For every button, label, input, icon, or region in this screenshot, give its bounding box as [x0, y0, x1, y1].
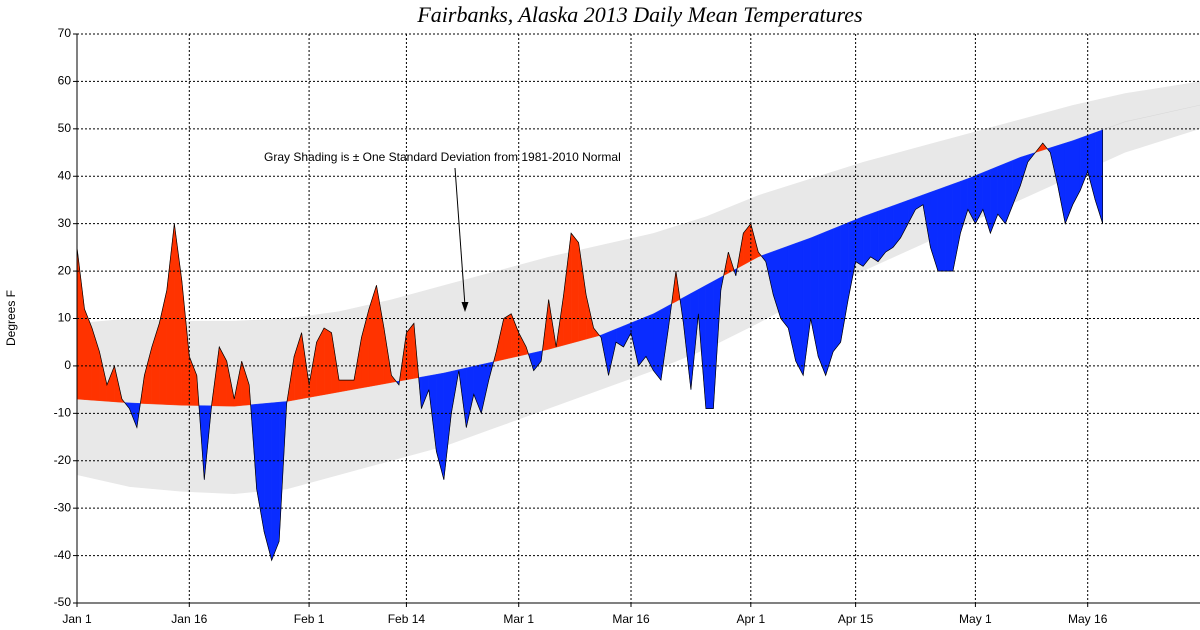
anomaly-fill: [166, 223, 175, 406]
chart-title: Fairbanks, Alaska 2013 Daily Mean Temper…: [416, 2, 862, 27]
y-tick-label: -20: [54, 453, 72, 467]
anomaly-fill: [1080, 134, 1088, 191]
y-tick-label: 60: [58, 74, 72, 88]
y-tick-label: 0: [64, 358, 71, 372]
annotation-arrowhead: [461, 302, 469, 312]
x-tick-label: May 16: [1068, 612, 1108, 626]
y-tick-label: -30: [54, 500, 72, 514]
anomaly-fill: [937, 186, 946, 272]
anomaly-fill: [952, 181, 961, 272]
x-tick-label: Apr 15: [838, 612, 874, 626]
x-tick-label: Mar 1: [503, 612, 534, 626]
x-tick-label: Apr 1: [736, 612, 765, 626]
x-tick-label: Mar 16: [612, 612, 650, 626]
y-tick-label: 70: [58, 26, 72, 40]
anomaly-fill: [705, 280, 714, 409]
anomaly-fill: [1094, 129, 1103, 224]
anomaly-fill: [346, 379, 355, 391]
x-tick-label: May 1: [959, 612, 992, 626]
anomaly-fill: [368, 285, 377, 387]
y-tick-label: -50: [54, 595, 72, 609]
x-tick-label: Feb 1: [294, 612, 325, 626]
anomaly-fill: [1065, 140, 1073, 224]
anomaly-fill: [323, 327, 332, 395]
band-layer: [76, 81, 1200, 494]
anomaly-fill: [338, 379, 347, 393]
anomaly-fill: [1057, 142, 1066, 224]
anomaly-fill: [780, 245, 789, 329]
y-tick-label: 40: [58, 168, 72, 182]
anomaly-fill: [76, 247, 85, 400]
anomaly-fill: [825, 228, 834, 376]
anomaly-fill: [570, 232, 579, 344]
anomaly-fill: [803, 237, 811, 376]
anomaly-fill: [847, 219, 856, 300]
temperature-line: [76, 142, 1104, 562]
anomaly-fill: [997, 163, 1006, 225]
anomaly-fill: [1072, 137, 1081, 205]
y-tick-label: 10: [58, 311, 72, 325]
y-tick-label: 30: [58, 216, 72, 230]
anomaly-fill: [563, 233, 572, 346]
y-tick-label: -40: [54, 548, 72, 562]
anomaly-fill: [840, 222, 849, 343]
anomaly-fill: [653, 309, 662, 381]
anomaly-fill: [885, 205, 894, 253]
anomaly-fill: [870, 210, 879, 262]
anomaly-fill: [256, 403, 265, 532]
annotation: Gray Shading is ± One Standard Deviation…: [264, 150, 621, 164]
line-layer: [76, 129, 1104, 562]
x-tick-label: Jan 16: [171, 612, 207, 626]
std-dev-band: [77, 81, 1200, 494]
anomaly-fill: [1087, 132, 1096, 201]
anomaly-fill: [795, 240, 804, 376]
annotation-arrow: [454, 167, 466, 307]
anomaly-fill: [503, 313, 512, 360]
anomaly-fill: [436, 372, 445, 480]
grid-layer: -50 -40 -30 -20 -10 0 10 20 30 40 50 60 70 Jan 1 Jan 1…: [54, 26, 1200, 626]
x-tick-label: Feb 14: [388, 612, 426, 626]
anomaly-fill: [376, 285, 385, 386]
y-tick-label: 50: [58, 121, 72, 135]
anomaly-fill: [271, 401, 280, 561]
anomaly-fill: [945, 183, 954, 272]
anomaly-fill: [832, 225, 841, 353]
y-axis-label: Degrees F: [4, 290, 18, 346]
x-tick-label: Jan 1: [62, 612, 92, 626]
y-tick-label: -10: [54, 406, 72, 420]
y-tick-label: 20: [58, 263, 72, 277]
anomaly-fill: [817, 231, 826, 376]
